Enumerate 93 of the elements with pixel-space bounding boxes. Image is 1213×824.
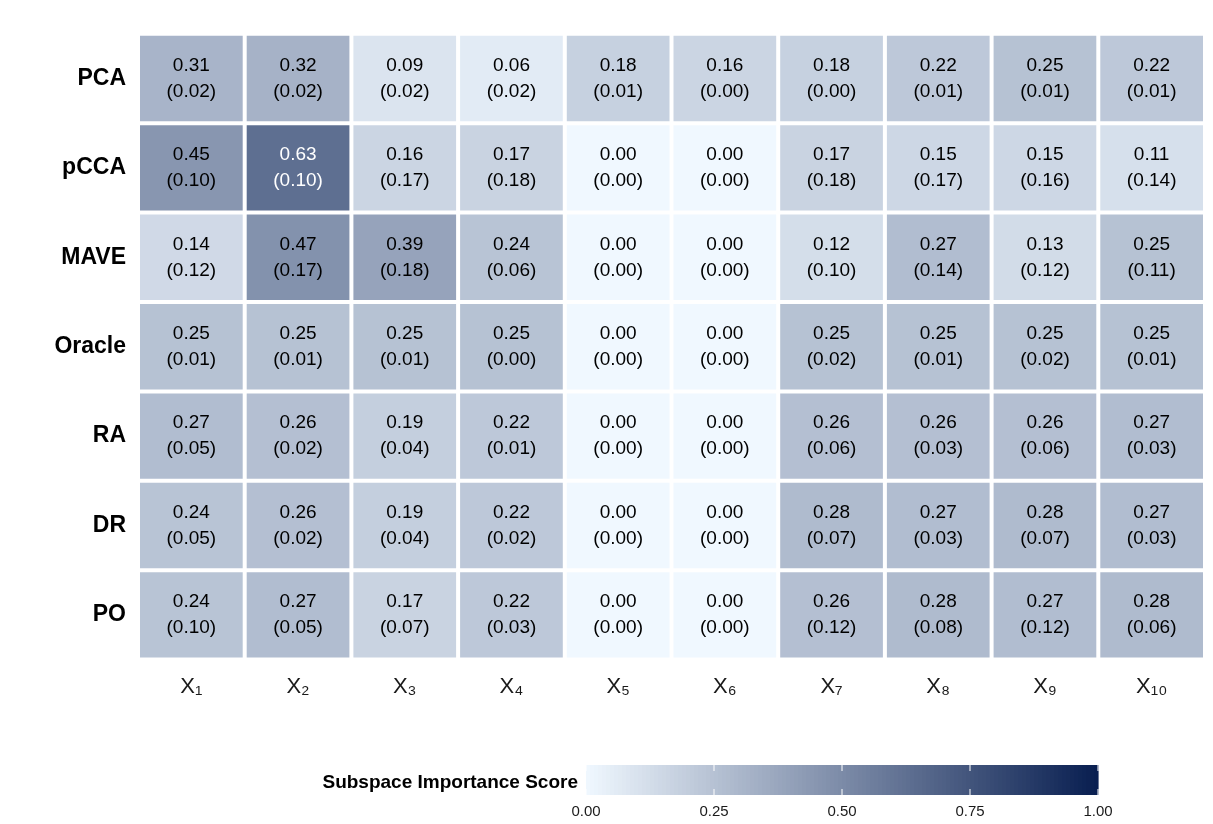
data-label: 0.22 (0.03) — [486, 590, 537, 638]
data-label: 0.19 (0.04) — [379, 500, 430, 548]
data-label: 0.31 (0.02) — [166, 53, 217, 101]
x-tick-label: X₁ — [180, 672, 203, 698]
data-label: 0.27 (0.12) — [1020, 590, 1070, 638]
data-label: 0.00 (0.00) — [593, 500, 643, 548]
data-label: 0.26 (0.03) — [913, 411, 964, 459]
data-label: 0.47 (0.17) — [273, 232, 323, 280]
data-label: 0.15 (0.17) — [913, 143, 964, 191]
data-label: 0.28 (0.07) — [806, 500, 857, 548]
data-label: 0.25 (0.01) — [1126, 321, 1177, 369]
data-label: 0.06 (0.02) — [486, 53, 537, 101]
x-tick-label: X₁₀ — [1136, 672, 1168, 698]
data-label: 0.25 (0.11) — [1127, 232, 1176, 280]
data-label: 0.24 (0.06) — [486, 232, 537, 280]
x-tick-label: X₂ — [286, 672, 310, 698]
data-label: 0.25 (0.01) — [913, 321, 964, 369]
data-label: 0.26 (0.02) — [273, 411, 323, 459]
data-label: 0.27 (0.05) — [273, 590, 323, 638]
data-label: 0.00 (0.00) — [593, 411, 643, 459]
x-tick-label: X₇ — [820, 672, 843, 698]
data-label: 0.11 (0.14) — [1126, 143, 1177, 191]
y-tick-label: pCCA — [62, 153, 126, 180]
data-label: 0.26 (0.06) — [1020, 411, 1070, 459]
data-label: 0.14 (0.12) — [166, 232, 217, 280]
color-bar-label: 0.75 — [955, 802, 985, 820]
data-label: 0.63 (0.10) — [273, 143, 323, 191]
x-tick-label: X₃ — [392, 672, 417, 698]
data-label: 0.27 (0.03) — [1126, 500, 1177, 548]
y-tick-label: MAVE — [61, 242, 126, 269]
data-label: 0.16 (0.17) — [379, 143, 430, 191]
data-label: 0.22 (0.02) — [486, 500, 537, 548]
data-label: 0.25 (0.01) — [273, 321, 323, 369]
data-label: 0.22 (0.01) — [1126, 53, 1177, 101]
data-label: 0.28 (0.06) — [1126, 590, 1177, 638]
data-label: 0.19 (0.04) — [379, 411, 430, 459]
data-label: 0.32 (0.02) — [273, 53, 323, 101]
data-label: 0.00 (0.00) — [593, 143, 643, 191]
data-label: 0.25 (0.00) — [486, 321, 537, 369]
data-label: 0.25 (0.02) — [1020, 321, 1070, 369]
data-label: 0.25 (0.02) — [806, 321, 857, 369]
data-label: 0.00 (0.00) — [700, 411, 750, 459]
data-label: 0.22 (0.01) — [486, 411, 537, 459]
data-label: 0.24 (0.05) — [166, 500, 217, 548]
data-label: 0.25 (0.01) — [166, 321, 217, 369]
y-tick-label: Oracle — [54, 332, 126, 359]
data-label: 0.26 (0.06) — [806, 411, 857, 459]
data-label: 0.24 (0.10) — [166, 590, 217, 638]
y-tick-label: PO — [92, 600, 126, 627]
data-label: 0.17 (0.07) — [379, 590, 430, 638]
data-label: 0.28 (0.07) — [1020, 500, 1070, 548]
data-label: 0.27 (0.05) — [166, 411, 217, 459]
data-label: 0.09 (0.02) — [379, 53, 430, 101]
data-label: 0.00 (0.00) — [700, 500, 750, 548]
data-label: 0.00 (0.00) — [700, 321, 750, 369]
color-bar-title: Subspace Importance Score — [322, 771, 578, 793]
data-label: 0.25 (0.01) — [379, 321, 430, 369]
data-label: 0.00 (0.00) — [593, 232, 643, 280]
x-tick-label: X₄ — [499, 672, 524, 698]
data-label: 0.27 (0.03) — [1126, 411, 1177, 459]
data-label: 0.26 (0.02) — [273, 500, 323, 548]
color-bar-label: 0.25 — [699, 802, 729, 820]
x-tick-label: X₆ — [713, 672, 737, 698]
data-label: 0.00 (0.00) — [700, 590, 750, 638]
data-label: 0.15 (0.16) — [1020, 143, 1070, 191]
color-bar-label: 0.00 — [571, 802, 601, 820]
data-label: 0.00 (0.00) — [700, 143, 750, 191]
data-label: 0.17 (0.18) — [486, 143, 537, 191]
data-label: 0.00 (0.00) — [593, 321, 643, 369]
x-tick-label: X₈ — [926, 672, 951, 698]
data-label: 0.17 (0.18) — [806, 143, 857, 191]
y-tick-label: DR — [92, 510, 127, 537]
y-tick-label: RA — [92, 421, 126, 448]
x-tick-label: X₉ — [1033, 672, 1057, 698]
color-bar-label: 0.50 — [827, 802, 857, 820]
color-bar-label: 1.00 — [1083, 802, 1113, 820]
data-label: 0.00 (0.00) — [593, 590, 643, 638]
data-label: 0.22 (0.01) — [913, 53, 964, 101]
y-tick-label: PCA — [77, 63, 126, 90]
data-label: 0.27 (0.14) — [913, 232, 964, 280]
data-label: 0.13 (0.12) — [1020, 232, 1070, 280]
data-label: 0.39 (0.18) — [379, 232, 430, 280]
data-label: 0.00 (0.00) — [700, 232, 750, 280]
data-label: 0.25 (0.01) — [1020, 53, 1070, 101]
data-label: 0.45 (0.10) — [166, 143, 217, 191]
data-label: 0.28 (0.08) — [913, 590, 964, 638]
data-label: 0.12 (0.10) — [806, 232, 857, 280]
data-label: 0.18 (0.00) — [806, 53, 857, 101]
data-label: 0.27 (0.03) — [913, 500, 964, 548]
x-tick-label: X₅ — [606, 672, 630, 698]
data-label: 0.16 (0.00) — [700, 53, 750, 101]
data-label: 0.26 (0.12) — [806, 590, 857, 638]
data-label: 0.18 (0.01) — [593, 53, 643, 101]
